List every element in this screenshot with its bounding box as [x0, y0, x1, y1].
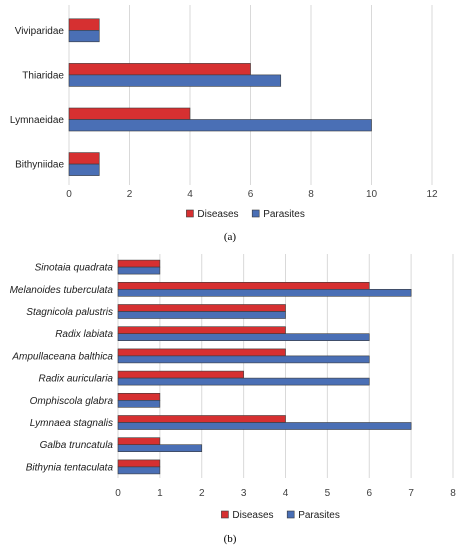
- bar-diseases-bithynia-tentaculata: [117, 459, 161, 468]
- bar-parasites-bithyniidae: [68, 163, 100, 176]
- chart-panel-b: 0 1 2 3 4 5 6 7 8 Sinotaia quadrata Melanoides tub…: [10, 254, 456, 545]
- legend-label-parasites: Parasites: [263, 209, 305, 220]
- category-label: Galba truncatula: [40, 440, 114, 451]
- bar-diseases-galba-truncatula: [117, 437, 161, 446]
- legend: Diseases Parasites: [186, 209, 305, 220]
- bar-parasites-stagnicola-palustris: [117, 311, 286, 319]
- bar-diseases-lymnaea-stagnalis: [117, 415, 286, 423]
- x-tick-label: 6: [248, 189, 254, 200]
- x-tick-label: 4: [283, 488, 289, 499]
- chart-panel-a: 0 2 4 6 8 10 12 Viviparidae Thiaridae Lymnaeidae B…: [10, 5, 438, 243]
- bar-diseases-omphiscola-glabra: [117, 392, 161, 401]
- category-label: Thiaridae: [22, 70, 64, 81]
- legend: Diseases Parasites: [221, 510, 340, 521]
- bar-parasites-lymnaea-stagnalis: [117, 422, 412, 430]
- x-tick-label: 8: [450, 488, 456, 499]
- bar-diseases-lymnaeidae: [68, 107, 191, 120]
- x-tick-label: 12: [426, 189, 438, 200]
- x-tick-label: 0: [66, 189, 72, 200]
- x-tick-label: 10: [366, 189, 378, 200]
- legend-label-diseases: Diseases: [197, 209, 238, 220]
- bar-parasites-melanoides-tuberculata: [117, 288, 412, 297]
- x-tick-label: 3: [241, 488, 247, 499]
- bar-parasites-ampullaceana-balthica: [117, 355, 370, 364]
- bar-parasites-lymnaeidae: [68, 119, 372, 132]
- bar-parasites-radix-labiata: [117, 333, 370, 342]
- category-label: Radix labiata: [55, 329, 113, 340]
- bar-parasites-viviparidae: [68, 29, 100, 43]
- legend-swatch-diseases: [186, 209, 194, 218]
- bar-parasites-radix-auricularia: [117, 377, 370, 386]
- legend-swatch-diseases: [221, 510, 229, 519]
- bar-diseases-radix-labiata: [117, 326, 286, 335]
- panel-label: (b): [224, 533, 237, 545]
- category-label: Sinotaia quadrata: [35, 263, 114, 274]
- category-label: Lymnaeidae: [10, 115, 65, 126]
- legend-swatch-parasites: [251, 209, 260, 218]
- x-tick-label: 2: [127, 189, 133, 200]
- x-tick-label: 4: [187, 189, 193, 200]
- x-tick-label: 2: [199, 488, 205, 499]
- category-label: Bithyniidae: [15, 160, 64, 171]
- bar-diseases-viviparidae: [68, 18, 100, 31]
- category-label: Lymnaea stagnalis: [30, 418, 113, 429]
- x-tick-label: 0: [115, 488, 121, 499]
- bar-parasites-sinotaia-quadrata: [117, 266, 161, 275]
- legend-label-parasites: Parasites: [298, 510, 340, 521]
- x-tick-label: 6: [366, 488, 372, 499]
- x-tick-label: 1: [157, 488, 163, 499]
- category-label: Stagnicola palustris: [26, 307, 113, 318]
- category-label: Omphiscola glabra: [30, 396, 114, 407]
- legend-swatch-parasites: [286, 510, 295, 519]
- bar-parasites-thiaridae: [68, 74, 282, 87]
- bar-diseases-stagnicola-palustris: [117, 304, 286, 312]
- bar-parasites-omphiscola-glabra: [117, 399, 161, 408]
- bar-parasites-galba-truncatula: [117, 444, 203, 453]
- bar-diseases-radix-auricularia: [117, 370, 244, 379]
- category-label: Bithynia tentaculata: [26, 462, 114, 473]
- category-label: Viviparidae: [15, 26, 65, 37]
- category-label: Melanoides tuberculata: [10, 285, 114, 296]
- x-tick-label: 5: [325, 488, 331, 499]
- category-label: Radix auricularia: [39, 374, 114, 385]
- panel-label: (a): [224, 231, 237, 243]
- bar-diseases-ampullaceana-balthica: [117, 348, 286, 357]
- legend-label-diseases: Diseases: [232, 510, 273, 521]
- bar-parasites-bithynia-tentaculata: [117, 466, 161, 475]
- bar-diseases-bithyniidae: [68, 152, 100, 165]
- bar-diseases-melanoides-tuberculata: [117, 281, 370, 290]
- category-label: Ampullaceana balthica: [11, 351, 113, 362]
- bar-diseases-sinotaia-quadrata: [117, 259, 161, 268]
- bar-diseases-thiaridae: [68, 63, 251, 76]
- x-tick-label: 7: [408, 488, 414, 499]
- x-tick-label: 8: [308, 189, 314, 200]
